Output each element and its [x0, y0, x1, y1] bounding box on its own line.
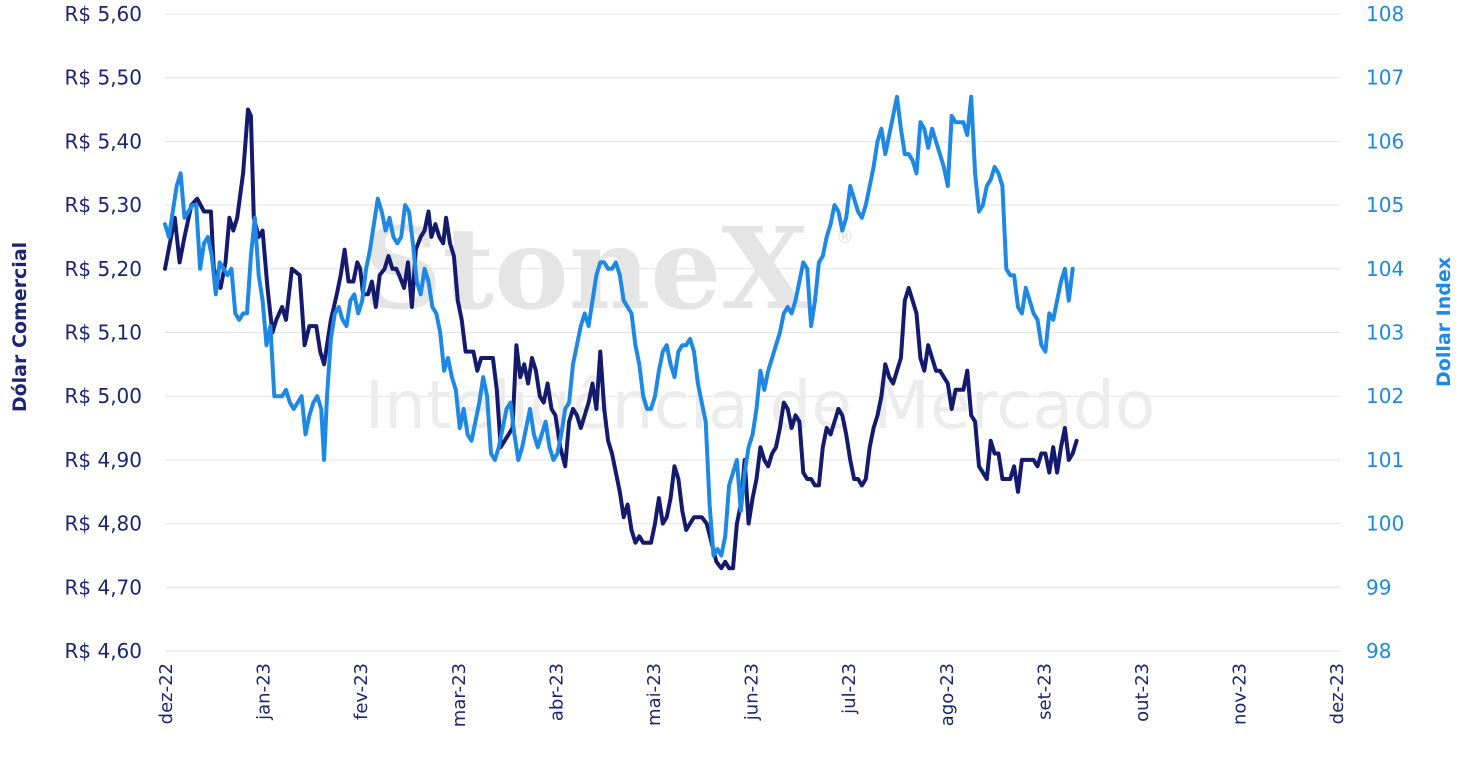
- right-tick-label: 101: [1366, 448, 1404, 472]
- right-tick-label: 108: [1366, 2, 1404, 26]
- left-tick-label: R$ 4,80: [64, 512, 142, 536]
- left-tick-label: R$ 5,20: [64, 257, 142, 281]
- left-tick-label: R$ 5,40: [64, 129, 142, 153]
- right-tick-label: 99: [1366, 575, 1391, 599]
- x-tick-label: jun-23: [742, 663, 763, 721]
- left-axis-ticks: R$ 4,60 R$ 4,70 R$ 4,80 R$ 4,90 R$ 5,00 R$ 5,…: [64, 2, 142, 663]
- series-line-dxy: [163, 94, 1075, 558]
- left-tick-label: R$ 5,10: [64, 321, 142, 345]
- watermark-registered: ®: [836, 227, 854, 248]
- left-tick-label: R$ 4,70: [64, 575, 142, 599]
- x-tick-label: ago-23: [937, 663, 958, 726]
- x-axis-ticks: dez-22 jan-23 fev-23 mar-23 abr-23 mai-23 jun-…: [156, 663, 1348, 727]
- x-tick-label: mai-23: [644, 663, 665, 726]
- series-lines: [163, 94, 1079, 571]
- x-tick-label: dez-22: [156, 663, 177, 724]
- x-tick-label: out-23: [1132, 663, 1153, 722]
- x-tick-label: mar-23: [449, 663, 470, 727]
- left-tick-label: R$ 5,30: [64, 193, 142, 217]
- x-tick-label: nov-23: [1230, 663, 1251, 725]
- x-tick-label: dez-23: [1327, 663, 1348, 724]
- left-axis-title: Dólar Comercial: [9, 242, 31, 412]
- right-tick-label: 102: [1366, 384, 1404, 408]
- left-tick-label: R$ 4,90: [64, 448, 142, 472]
- right-axis-ticks: 98 99 100 101 102 103 104 105 106 107 108: [1366, 2, 1404, 663]
- right-tick-label: 107: [1366, 66, 1404, 90]
- right-tick-label: 100: [1366, 512, 1404, 536]
- right-axis-title: Dollar Index: [1433, 257, 1455, 387]
- left-tick-label: R$ 5,60: [64, 2, 142, 26]
- left-tick-label: R$ 5,50: [64, 66, 142, 90]
- right-tick-label: 98: [1366, 639, 1391, 663]
- left-tick-label: R$ 5,00: [64, 384, 142, 408]
- series-line-dolar: [163, 107, 1079, 571]
- right-tick-label: 103: [1366, 321, 1404, 345]
- x-tick-label: fev-23: [351, 663, 372, 720]
- left-tick-label: R$ 4,60: [64, 639, 142, 663]
- x-tick-label: jul-23: [839, 663, 860, 715]
- right-tick-label: 105: [1366, 193, 1404, 217]
- right-tick-label: 104: [1366, 257, 1404, 281]
- right-tick-label: 106: [1366, 129, 1404, 153]
- x-tick-label: jan-23: [254, 663, 275, 721]
- x-tick-label: abr-23: [546, 663, 567, 721]
- x-tick-label: set-23: [1034, 663, 1055, 720]
